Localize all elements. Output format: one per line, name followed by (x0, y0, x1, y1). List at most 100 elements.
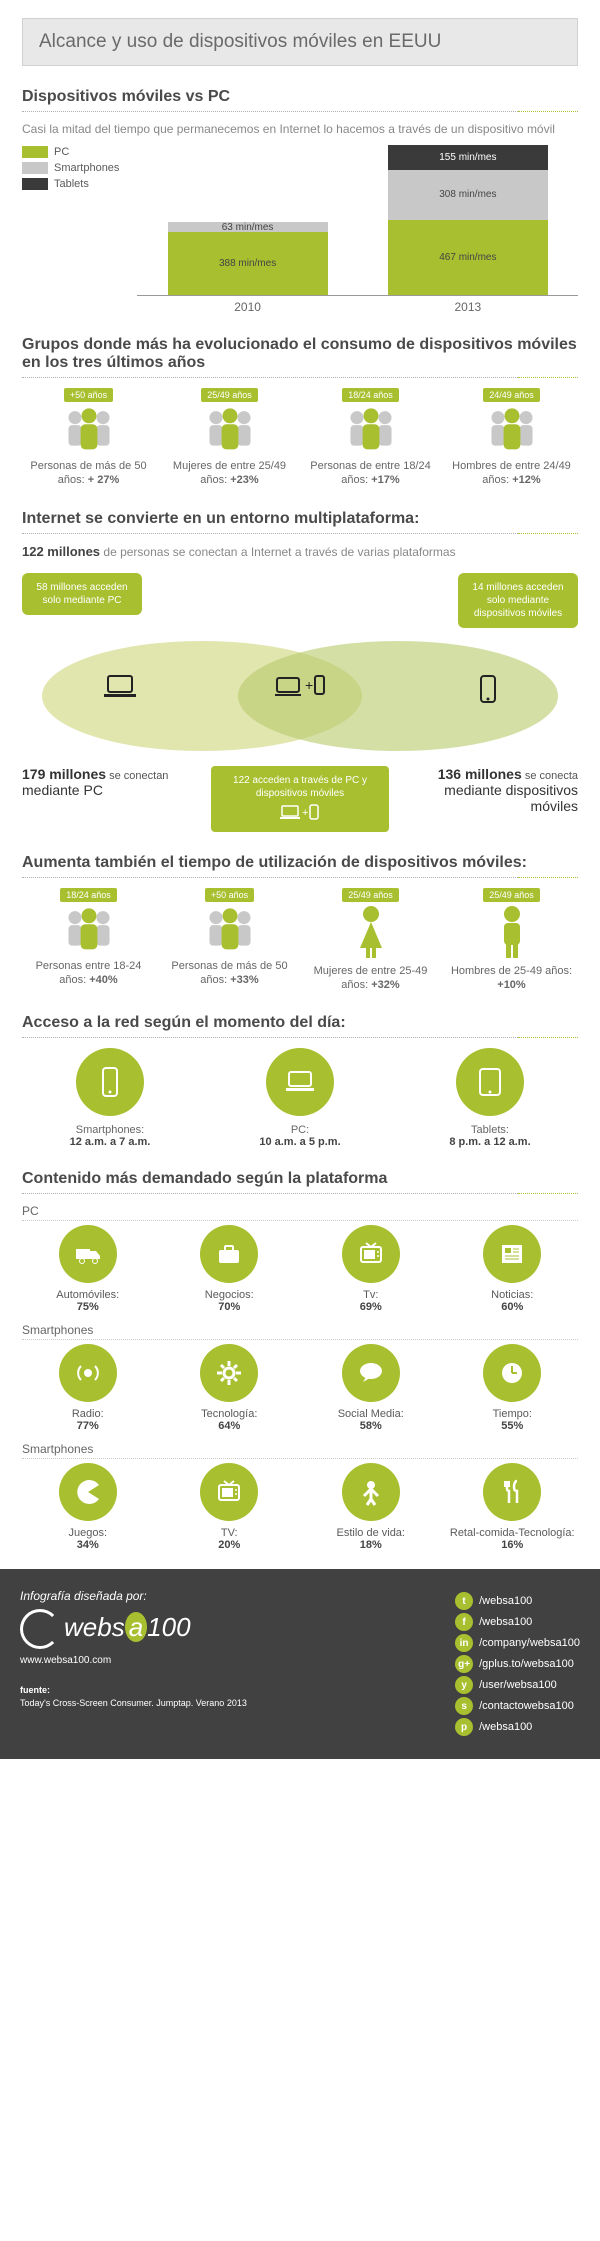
social-icon: in (455, 1634, 473, 1652)
social-link[interactable]: s/contactowebsa100 (455, 1697, 580, 1715)
stat-bold: 122 millones (22, 544, 100, 559)
content-icon (59, 1225, 117, 1283)
social-link[interactable]: y/user/websa100 (455, 1676, 580, 1694)
social-text: /websa100 (479, 1616, 532, 1628)
venn-left-t2: mediante PC (22, 782, 103, 798)
section-4-grid: 18/24 años Personas entre 18-24 años: +4… (22, 888, 578, 993)
social-link[interactable]: f/websa100 (455, 1613, 580, 1631)
venn-mid-text: 122 acceden a través de PC y dispositivo… (211, 766, 390, 832)
social-icon: p (455, 1718, 473, 1736)
age-badge: 18/24 años (60, 888, 117, 902)
device-label: Tablets: (402, 1124, 578, 1136)
card-label: Hombres de entre 24/49 años: +12% (445, 459, 578, 488)
social-text: /contactowebsa100 (479, 1700, 574, 1712)
people-icon (163, 404, 296, 459)
venn-mid-box: 122 acceden a través de PC y dispositivo… (211, 766, 390, 832)
content-label: Tecnología: (164, 1408, 296, 1420)
content-label: Automóviles: (22, 1289, 154, 1301)
venn-below-row: 179 millones se conectanmediante PC 122 … (22, 766, 578, 832)
social-icon: g+ (455, 1655, 473, 1673)
content-card: Tecnología: 64% (164, 1344, 296, 1432)
content-row: Radio: 77% Tecnología: 64% Social Media:… (22, 1344, 578, 1432)
demographic-card: 25/49 años Mujeres de entre 25-49 años: … (304, 888, 437, 993)
footer-source-text: Today's Cross-Screen Consumer. Jumptap. … (20, 1698, 247, 1708)
content-card: Social Media: 58% (305, 1344, 437, 1432)
section-1-title: Dispositivos móviles vs PC (22, 88, 578, 112)
people-icon (22, 404, 155, 459)
demographic-card: 18/24 años Personas de entre 18/24 años:… (304, 388, 437, 488)
card-label: Mujeres de entre 25/49 años: +23% (163, 459, 296, 488)
platform-label: PC (22, 1204, 578, 1221)
card-label: Personas entre 18-24 años: +40% (22, 959, 155, 988)
content-pct: 55% (447, 1420, 579, 1432)
social-link[interactable]: t/websa100 (455, 1592, 580, 1610)
people-icon (163, 904, 296, 959)
footer-source: fuente: Today's Cross-Screen Consumer. Ju… (20, 1684, 247, 1709)
content-pct: 69% (305, 1301, 437, 1313)
section-4-title: Aumenta también el tiempo de utilización… (22, 854, 578, 878)
content-label: Noticias: (447, 1289, 579, 1301)
content-pct: 58% (305, 1420, 437, 1432)
bar-stack: 63 min/mes388 min/mes (168, 222, 328, 295)
page-title: Alcance y uso de dispositivos móviles en… (22, 18, 578, 66)
content-card: Juegos: 34% (22, 1463, 154, 1551)
content-label: Retal-comida-Tecnología: (447, 1527, 579, 1539)
content-icon (342, 1225, 400, 1283)
section-6-title: Contenido más demandado según la platafo… (22, 1170, 578, 1194)
time-card: Smartphones: 12 a.m. a 7 a.m. (22, 1048, 198, 1148)
venn-mid-label: 122 acceden a través de PC y dispositivo… (233, 775, 367, 799)
social-link[interactable]: g+ /gplus.to/websa100 (455, 1655, 580, 1673)
content-label: TV: (164, 1527, 296, 1539)
footer-source-label: fuente: (20, 1685, 50, 1695)
card-pct: +10% (497, 979, 525, 991)
content-icon (200, 1344, 258, 1402)
section-2-title: Grupos donde más ha evolucionado el cons… (22, 336, 578, 378)
content-icon (59, 1344, 117, 1402)
device-label: Smartphones: (22, 1124, 198, 1136)
venn-left-text: 179 millones se conectanmediante PC (22, 766, 201, 798)
footer-design-label: Infografía diseñada por: (20, 1589, 247, 1603)
social-icon: t (455, 1592, 473, 1610)
footer: Infografía diseñada por: websa100 www.we… (0, 1569, 600, 1759)
content-label: Negocios: (164, 1289, 296, 1301)
content-pct: 16% (447, 1539, 579, 1551)
social-link[interactable]: p/websa100 (455, 1718, 580, 1736)
legend-item: PC (22, 146, 119, 158)
year-label: 2013 (388, 300, 548, 314)
social-icon: f (455, 1613, 473, 1631)
social-icon: s (455, 1697, 473, 1715)
card-pct: +32% (371, 979, 399, 991)
year-label: 2010 (168, 300, 328, 314)
venn-right-t2: mediante dispositivos móviles (444, 782, 578, 814)
content-icon (200, 1463, 258, 1521)
legend-item: Tablets (22, 178, 119, 190)
social-text: /gplus.to/websa100 (479, 1658, 574, 1670)
venn-right-t1: se conecta (525, 770, 578, 782)
content-pct: 75% (22, 1301, 154, 1313)
bar-segment: 388 min/mes (168, 232, 328, 295)
content-card: Negocios: 70% (164, 1225, 296, 1313)
content-card: Noticias: 60% (447, 1225, 579, 1313)
age-badge: +50 años (205, 888, 254, 902)
x-axis-labels: 2010 2013 (137, 300, 578, 314)
social-link[interactable]: in/company/websa100 (455, 1634, 580, 1652)
age-badge: 25/49 años (483, 888, 540, 902)
device-icon (76, 1048, 144, 1116)
card-pct: + 27% (88, 474, 120, 486)
content-card: Retal-comida-Tecnología: 16% (447, 1463, 579, 1551)
bar-segment: 308 min/mes (388, 170, 548, 220)
content-card: TV: 20% (164, 1463, 296, 1551)
card-pct: +33% (230, 974, 258, 986)
legend-swatch (22, 146, 48, 158)
section-1-sub: Casi la mitad del tiempo que permanecemo… (22, 122, 578, 136)
device-icon (266, 1048, 334, 1116)
svg-text:+: + (302, 807, 308, 819)
legend-swatch (22, 162, 48, 174)
content-label: Juegos: (22, 1527, 154, 1539)
content-label: Radio: (22, 1408, 154, 1420)
platform-label: Smartphones (22, 1323, 578, 1340)
venn-right-text: 136 millones se conectamediante disposit… (399, 766, 578, 814)
content-label: Estilo de vida: (305, 1527, 437, 1539)
people-icon (445, 404, 578, 459)
content-card: Radio: 77% (22, 1344, 154, 1432)
